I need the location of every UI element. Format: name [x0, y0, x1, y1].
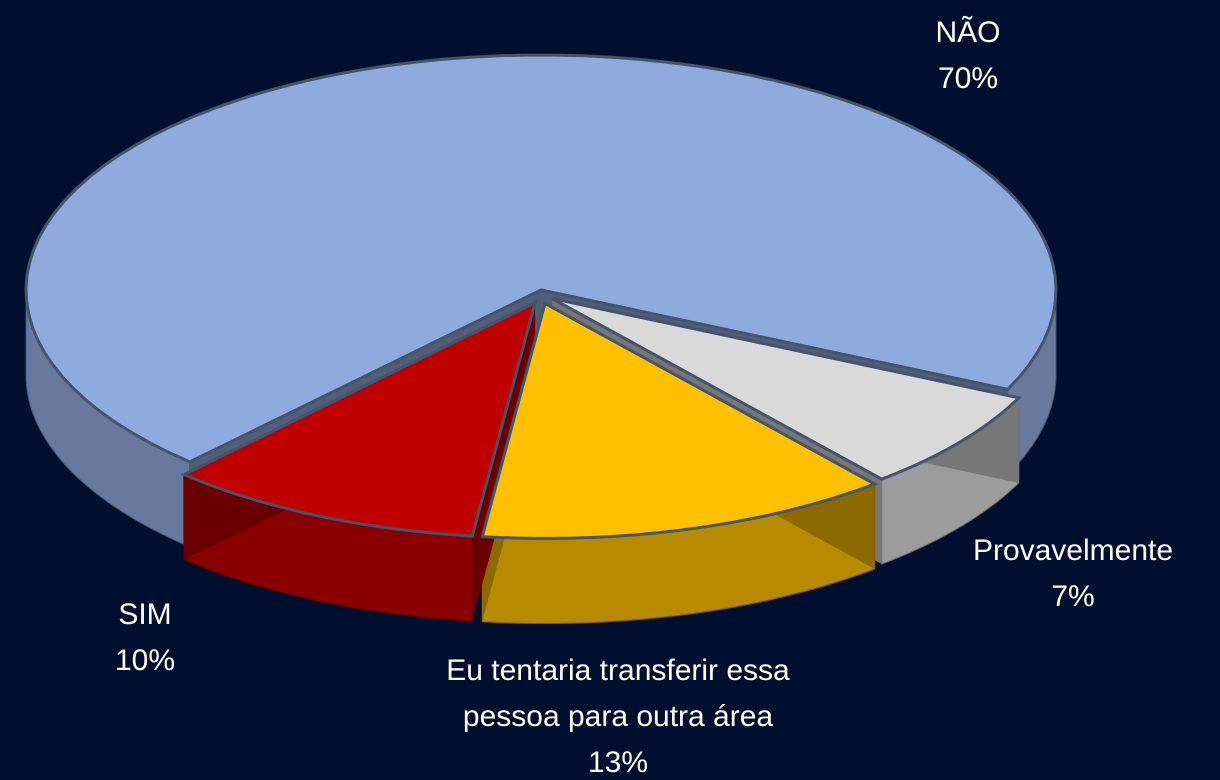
category-label: NÃO [935, 16, 1001, 49]
category-label: Provavelmente [972, 534, 1174, 567]
data-label: SIM 10% [45, 592, 245, 684]
slice [180, 299, 538, 538]
value-label: 70% [937, 62, 999, 95]
data-label: NÃO 70% [868, 10, 1068, 102]
value-label: 7% [1051, 580, 1095, 613]
slice [24, 53, 1058, 464]
data-label: Eu tentaria transferir essa pessoa para … [398, 648, 838, 780]
value-label: 13% [587, 746, 649, 779]
category-label: Eu tentaria transferir essa pessoa para … [446, 654, 790, 733]
category-label: SIM [118, 598, 172, 631]
data-label: Provavelmente 7% [943, 528, 1203, 620]
slice [480, 301, 879, 540]
value-label: 10% [114, 644, 176, 677]
slice [551, 297, 1022, 481]
